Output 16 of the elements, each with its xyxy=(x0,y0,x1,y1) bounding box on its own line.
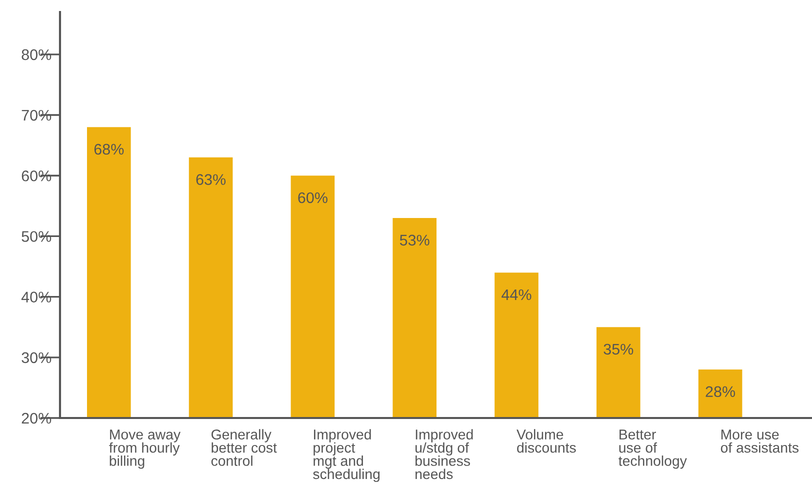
data-label: 28% xyxy=(706,386,736,398)
data-label: 44% xyxy=(502,289,532,300)
y-tick-label: 30% xyxy=(22,352,52,364)
x-tick-label: Improved u/stdg of business needs xyxy=(416,429,473,480)
x-tick-label: Generally better cost control xyxy=(211,429,277,466)
x-tick-label: Improved project mgt and scheduling xyxy=(313,429,380,482)
x-tick-label: More use of assistants xyxy=(720,430,799,453)
x-tick-label: Better use of technology xyxy=(618,430,687,469)
data-label: 60% xyxy=(298,192,328,204)
data-label: 35% xyxy=(604,344,634,355)
x-tick-label: Volume discounts xyxy=(516,429,576,453)
x-tick-label: Move away from hourly billing xyxy=(109,430,181,469)
y-tick-label: 80% xyxy=(22,49,52,60)
data-label: 68% xyxy=(94,144,124,155)
data-label: 63% xyxy=(196,174,226,185)
data-label: 53% xyxy=(400,234,430,246)
